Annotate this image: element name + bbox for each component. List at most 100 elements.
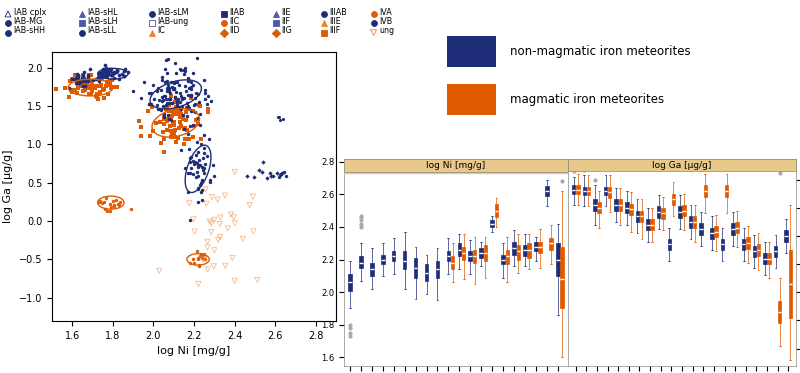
Point: [86, 77, 99, 83]
Point: [94, 198, 106, 204]
Point: [157, 121, 170, 127]
Point: [111, 84, 124, 90]
Point: [198, 256, 211, 261]
Point: [82, 73, 94, 79]
Point: [202, 266, 214, 272]
Point: [182, 105, 195, 111]
Point: [106, 198, 119, 204]
Point: [98, 199, 110, 205]
Point: [99, 68, 112, 74]
Point: [163, 113, 176, 119]
Point: [192, 115, 205, 121]
PathPatch shape: [682, 205, 686, 216]
Point: [109, 84, 122, 90]
PathPatch shape: [778, 301, 782, 323]
Point: [198, 256, 210, 262]
Point: [86, 88, 98, 94]
Point: [145, 90, 158, 96]
Text: log Ga [μg/g]: log Ga [μg/g]: [652, 161, 712, 170]
Point: [77, 72, 90, 78]
Point: [72, 72, 85, 78]
Point: [193, 99, 206, 105]
Point: [83, 85, 96, 91]
PathPatch shape: [735, 222, 739, 233]
Point: [112, 201, 125, 207]
Point: [256, 159, 269, 165]
Point: [88, 84, 101, 90]
Point: [318, 11, 330, 17]
Point: [166, 100, 178, 106]
Point: [185, 166, 198, 172]
Point: [127, 88, 140, 94]
Point: [186, 171, 199, 177]
Point: [178, 83, 191, 89]
Point: [243, 202, 256, 208]
Point: [164, 117, 177, 123]
Point: [143, 90, 156, 96]
Point: [185, 154, 198, 160]
Point: [78, 87, 91, 93]
Point: [166, 131, 178, 137]
Point: [146, 29, 158, 35]
Text: IAB-ung: IAB-ung: [158, 17, 189, 26]
Point: [194, 253, 206, 258]
Point: [97, 68, 110, 73]
Text: IAB-sHL: IAB-sHL: [87, 8, 118, 17]
Point: [169, 106, 182, 112]
Point: [205, 229, 218, 235]
Point: [170, 97, 183, 103]
PathPatch shape: [593, 199, 597, 211]
Point: [190, 160, 203, 166]
Text: IIC: IIC: [230, 17, 240, 26]
Point: [86, 85, 99, 91]
Point: [278, 169, 291, 175]
Point: [162, 101, 175, 107]
Point: [158, 114, 170, 120]
Point: [105, 72, 118, 78]
Point: [112, 201, 125, 207]
Point: [86, 88, 98, 94]
Point: [63, 78, 76, 84]
Point: [90, 94, 103, 100]
Point: [106, 72, 118, 78]
PathPatch shape: [451, 256, 454, 269]
PathPatch shape: [789, 250, 792, 318]
Point: [94, 70, 106, 76]
Text: non-magmatic iron meteorites: non-magmatic iron meteorites: [510, 45, 691, 58]
Point: [183, 136, 196, 142]
Point: [186, 107, 199, 113]
Bar: [447, 84, 496, 115]
Point: [153, 97, 166, 103]
PathPatch shape: [494, 204, 498, 217]
Point: [188, 260, 201, 266]
Point: [145, 101, 158, 107]
Point: [99, 83, 112, 89]
PathPatch shape: [469, 251, 472, 261]
Point: [270, 11, 282, 17]
Point: [166, 130, 179, 136]
Text: ung: ung: [379, 26, 394, 35]
Point: [167, 86, 180, 92]
Point: [202, 93, 214, 99]
Point: [153, 268, 166, 274]
Text: IIE: IIE: [282, 8, 291, 17]
Point: [202, 109, 214, 115]
Point: [102, 68, 115, 73]
Point: [147, 128, 160, 134]
Text: IVB: IVB: [379, 17, 393, 26]
Point: [182, 189, 194, 195]
Point: [228, 278, 241, 284]
Point: [166, 119, 179, 125]
Text: IIG: IIG: [282, 26, 292, 35]
Point: [64, 87, 77, 93]
Point: [182, 170, 195, 176]
Point: [176, 116, 189, 122]
PathPatch shape: [646, 219, 650, 231]
Point: [85, 78, 98, 84]
Point: [100, 69, 113, 75]
Point: [186, 82, 199, 88]
Point: [178, 126, 190, 132]
Point: [168, 127, 181, 133]
Point: [74, 79, 86, 85]
Point: [184, 85, 197, 91]
